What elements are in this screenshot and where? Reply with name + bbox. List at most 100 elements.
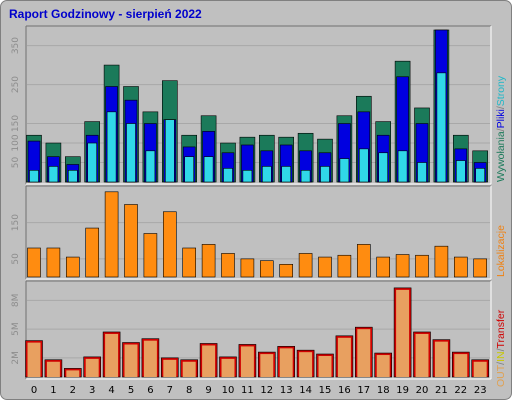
x-tick-label: 12 [260, 385, 273, 396]
bar-lokalizacje-2 [66, 256, 80, 278]
bar-lokalizacje-7 [163, 211, 177, 278]
bar-strony-17 [358, 148, 369, 183]
x-tick-label: 1 [50, 385, 56, 396]
bar-transfer-11 [240, 346, 254, 377]
bar-transfer-21 [434, 341, 448, 377]
y-tick-label: 50 [11, 253, 21, 265]
bar-lokalizacje-18 [376, 256, 391, 278]
legend-item: Wywołania [495, 131, 507, 182]
bar-strony-23 [475, 168, 486, 183]
x-tick-label: 21 [435, 385, 448, 396]
x-tick-label: 18 [377, 385, 390, 396]
x-tick-label: 14 [299, 385, 312, 396]
x-tick-label: 11 [241, 385, 254, 396]
bar-strony-4 [106, 111, 117, 183]
bar-transfer-23 [473, 361, 487, 377]
bar-lokalizacje-16 [337, 254, 352, 278]
bar-strony-3 [87, 142, 97, 183]
bar-lokalizacje-19 [395, 254, 410, 278]
x-tick-label: 22 [454, 385, 467, 396]
side-legends: Wywołania/Pliki/StronyLokalizacjeOUT/IN/… [495, 75, 507, 387]
bar-transfer-2 [66, 370, 80, 377]
bar-transfer-17 [357, 329, 371, 377]
bar-strony-13 [281, 166, 292, 183]
x-tick-label: 13 [280, 385, 293, 396]
y-tick-label: 2M [11, 351, 21, 365]
bar-lokalizacje-22 [453, 256, 468, 278]
bar-strony-5 [126, 123, 136, 183]
bar-strony-1 [48, 166, 59, 183]
x-tick-label: 4 [108, 385, 114, 396]
bar-lokalizacje-12 [259, 260, 274, 278]
bar-transfer-6 [143, 340, 157, 377]
panel-1: 50 100 150 250 350 [11, 25, 492, 185]
legend-panel2: Lokalizacje [495, 225, 507, 277]
x-tick-label: 9 [205, 385, 211, 396]
x-tick-label: 15 [319, 385, 332, 396]
legend-item: / [495, 106, 507, 109]
bar-strony-7 [165, 119, 175, 183]
bar-strony-0 [29, 170, 39, 183]
legend-item: / [495, 362, 507, 365]
bar-strony-14 [300, 170, 311, 183]
bar-lokalizacje-1 [46, 247, 61, 278]
x-tick-label: 20 [416, 385, 429, 396]
bar-strony-11 [242, 170, 253, 183]
bar-strony-8 [184, 156, 194, 183]
bar-lokalizacje-15 [318, 256, 332, 278]
y-tick-label: 50 [11, 157, 21, 169]
x-tick-label: 8 [186, 385, 192, 396]
bar-transfer-22 [454, 354, 468, 377]
bar-lokalizacje-5 [124, 204, 138, 278]
y-tick-label: 150 [11, 214, 21, 231]
bar-strony-21 [436, 72, 447, 183]
bar-transfer-7 [163, 359, 177, 377]
bar-lokalizacje-20 [415, 254, 429, 278]
bar-transfer-4 [105, 333, 119, 377]
bar-strony-12 [261, 166, 272, 183]
bar-transfer-8 [182, 361, 196, 377]
legend-item: Pliki [495, 109, 507, 128]
bar-transfer-1 [46, 361, 60, 377]
bar-strony-19 [397, 150, 408, 183]
bar-lokalizacje-9 [201, 244, 216, 278]
bar-strony-22 [455, 160, 466, 183]
legend-item: / [495, 348, 507, 351]
bar-strony-18 [378, 152, 389, 183]
bar-transfer-13 [279, 348, 293, 377]
bar-lokalizacje-21 [434, 245, 449, 278]
chart-panels: 50 100 150 250 350 50 150 2M 5M 8M [11, 25, 492, 380]
x-tick-label: 10 [222, 385, 235, 396]
x-tick-label: 5 [128, 385, 134, 396]
y-tick-label: 350 [11, 37, 21, 54]
bar-lokalizacje-23 [473, 258, 488, 278]
bar-strony-10 [223, 168, 233, 183]
bar-strony-2 [68, 170, 78, 183]
y-tick-label: 250 [11, 76, 21, 93]
y-tick-label: 100 [11, 134, 21, 151]
legend-item: Strony [495, 75, 507, 106]
bar-transfer-19 [396, 289, 410, 377]
bar-strony-20 [417, 162, 427, 183]
bar-transfer-14 [299, 352, 313, 377]
x-tick-label: 0 [31, 385, 37, 396]
bar-transfer-0 [27, 342, 41, 377]
bar-lokalizacje-3 [85, 227, 99, 278]
bar-lokalizacje-11 [240, 258, 255, 278]
legend-item: OUT [495, 364, 507, 387]
bar-transfer-9 [202, 345, 216, 377]
bar-strony-15 [320, 166, 330, 183]
bar-transfer-18 [376, 355, 390, 377]
x-tick-label: 19 [396, 385, 409, 396]
y-tick-label: 8M [11, 294, 21, 308]
legend-panel1: Wywołania/Pliki/Strony [495, 75, 507, 182]
legend-item: Lokalizacje [495, 225, 507, 277]
bar-transfer-10 [221, 358, 235, 377]
panel-3: 2M 5M 8M [11, 280, 492, 380]
bar-strony-16 [339, 158, 350, 183]
x-tick-label: 16 [338, 385, 351, 396]
legend-panel3: OUT/IN/Transfer [495, 309, 507, 387]
x-tick-label: 23 [474, 385, 487, 396]
